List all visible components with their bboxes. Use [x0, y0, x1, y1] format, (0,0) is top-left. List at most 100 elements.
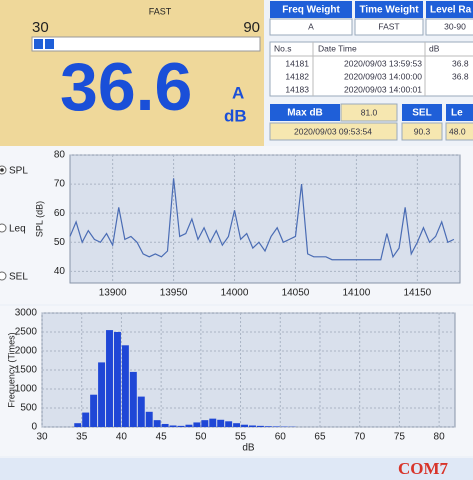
setting-label: Freq Weight	[282, 5, 340, 16]
sel-label: SEL	[412, 108, 431, 119]
histogram-bar	[113, 332, 121, 427]
histogram-bar	[225, 421, 233, 427]
cell: 36.8	[452, 58, 469, 68]
y-tick-label: 60	[54, 208, 66, 219]
x-tick-label: 65	[314, 432, 326, 443]
max-label: Max dB	[287, 108, 323, 119]
setting-value-box	[425, 18, 473, 36]
x-tick-label: 75	[394, 432, 406, 443]
x-tick-label: 14000	[221, 288, 249, 299]
meter-value: 36.6	[60, 49, 192, 125]
level-segment	[45, 39, 54, 49]
radio-button[interactable]	[0, 271, 7, 281]
cell: 14181	[285, 58, 309, 68]
column-header: Date Time	[318, 43, 357, 53]
x-tick-label: 30	[36, 432, 48, 443]
sel-value: 90.3	[414, 126, 431, 136]
max-value-box	[340, 103, 398, 122]
histogram-bar	[145, 411, 153, 427]
x-tick-label: 40	[116, 432, 128, 443]
histogram-bar	[177, 425, 185, 427]
y-axis-title: SPL (dB)	[34, 201, 44, 237]
histogram-bar	[74, 423, 82, 427]
y-tick-label: 1000	[15, 384, 38, 395]
histogram-bar	[153, 420, 161, 427]
histogram-bar	[241, 424, 248, 427]
meter-mode: FAST	[149, 6, 172, 16]
cell: 14182	[285, 71, 309, 81]
leq-value-box	[445, 122, 473, 141]
cell: 2020/09/03 14:00:01	[344, 84, 422, 94]
setting-header	[355, 1, 423, 18]
histogram-bar	[256, 425, 264, 427]
max-header	[270, 104, 340, 121]
x-tick-label: 80	[434, 432, 446, 443]
histogram-bar	[129, 371, 137, 427]
y-tick-label: 40	[54, 266, 66, 277]
y-tick-label: 3000	[15, 308, 38, 319]
x-tick-label: 13950	[160, 288, 188, 299]
log-table: No.s Date Time dB 14181 2020/09/03 13:59…	[269, 41, 473, 97]
sel-value-box	[401, 122, 443, 141]
spl-line	[69, 178, 455, 261]
x-tick-label: 70	[354, 432, 366, 443]
radio-button[interactable]	[0, 223, 7, 233]
histogram-bar	[264, 426, 272, 427]
x-tick-label: 60	[275, 432, 287, 443]
x-tick-label: 14100	[343, 288, 371, 299]
histogram-bar	[249, 425, 256, 427]
cell: 36.8	[452, 71, 469, 81]
level-segment	[34, 39, 43, 49]
radio-label[interactable]: SEL	[9, 272, 28, 283]
radio-label[interactable]: SPL	[9, 166, 28, 177]
y-tick-label: 50	[54, 237, 66, 248]
watermark: COM7	[398, 459, 449, 478]
cell: 2020/09/03 14:00:00	[344, 71, 422, 81]
table-frame	[269, 41, 473, 97]
x-tick-label: 45	[156, 432, 168, 443]
setting-value: A	[308, 21, 314, 31]
y-tick-label: 500	[20, 403, 37, 414]
cell: 2020/09/03 13:59:53	[344, 58, 422, 68]
y-tick-label: 1500	[15, 365, 38, 376]
y-tick-label: 0	[31, 422, 37, 433]
setting-value-box	[354, 18, 424, 36]
y-tick-label: 2500	[15, 327, 38, 338]
setting-value: 30-90	[444, 21, 466, 31]
histogram-bar	[201, 420, 209, 427]
column-header: No.s	[274, 43, 291, 53]
meter-unit: dB	[224, 106, 247, 125]
sel-header	[402, 104, 442, 121]
y-tick-label: 80	[54, 150, 66, 161]
histogram-bar	[90, 394, 98, 427]
x-tick-label: 14150	[403, 288, 431, 299]
histogram-bar	[82, 412, 90, 427]
range-max: 90	[243, 19, 260, 36]
settings: Freq Weight A Time Weight FAST Level Ra …	[269, 1, 473, 36]
max-time: 2020/09/03 09:53:54	[294, 126, 372, 136]
x-tick-label: 35	[76, 432, 88, 443]
histogram-bar	[217, 419, 225, 427]
histogram-bar	[185, 424, 193, 427]
histogram-bar	[233, 423, 241, 427]
histogram-bar	[209, 418, 217, 427]
histogram-bar	[121, 345, 129, 427]
setting-value: FAST	[378, 21, 399, 31]
y-axis-title: Frequency (Times)	[6, 332, 16, 407]
radio-dot	[0, 168, 4, 172]
x-tick-label: 13900	[99, 288, 127, 299]
x-tick-label: 14050	[282, 288, 310, 299]
status-bar	[0, 458, 473, 480]
histogram-bar	[98, 362, 106, 427]
y-tick-label: 2000	[15, 346, 38, 357]
leq-label: Le	[451, 108, 463, 119]
y-tick-label: 70	[54, 179, 66, 190]
column-header: dB	[429, 43, 440, 53]
histogram-bar	[193, 422, 201, 427]
histogram-bar	[106, 330, 113, 427]
x-tick-label: 50	[195, 432, 207, 443]
radio-label[interactable]: Leq	[9, 224, 26, 235]
meter-weighting: A	[232, 83, 244, 102]
level-bar-track	[31, 36, 261, 52]
